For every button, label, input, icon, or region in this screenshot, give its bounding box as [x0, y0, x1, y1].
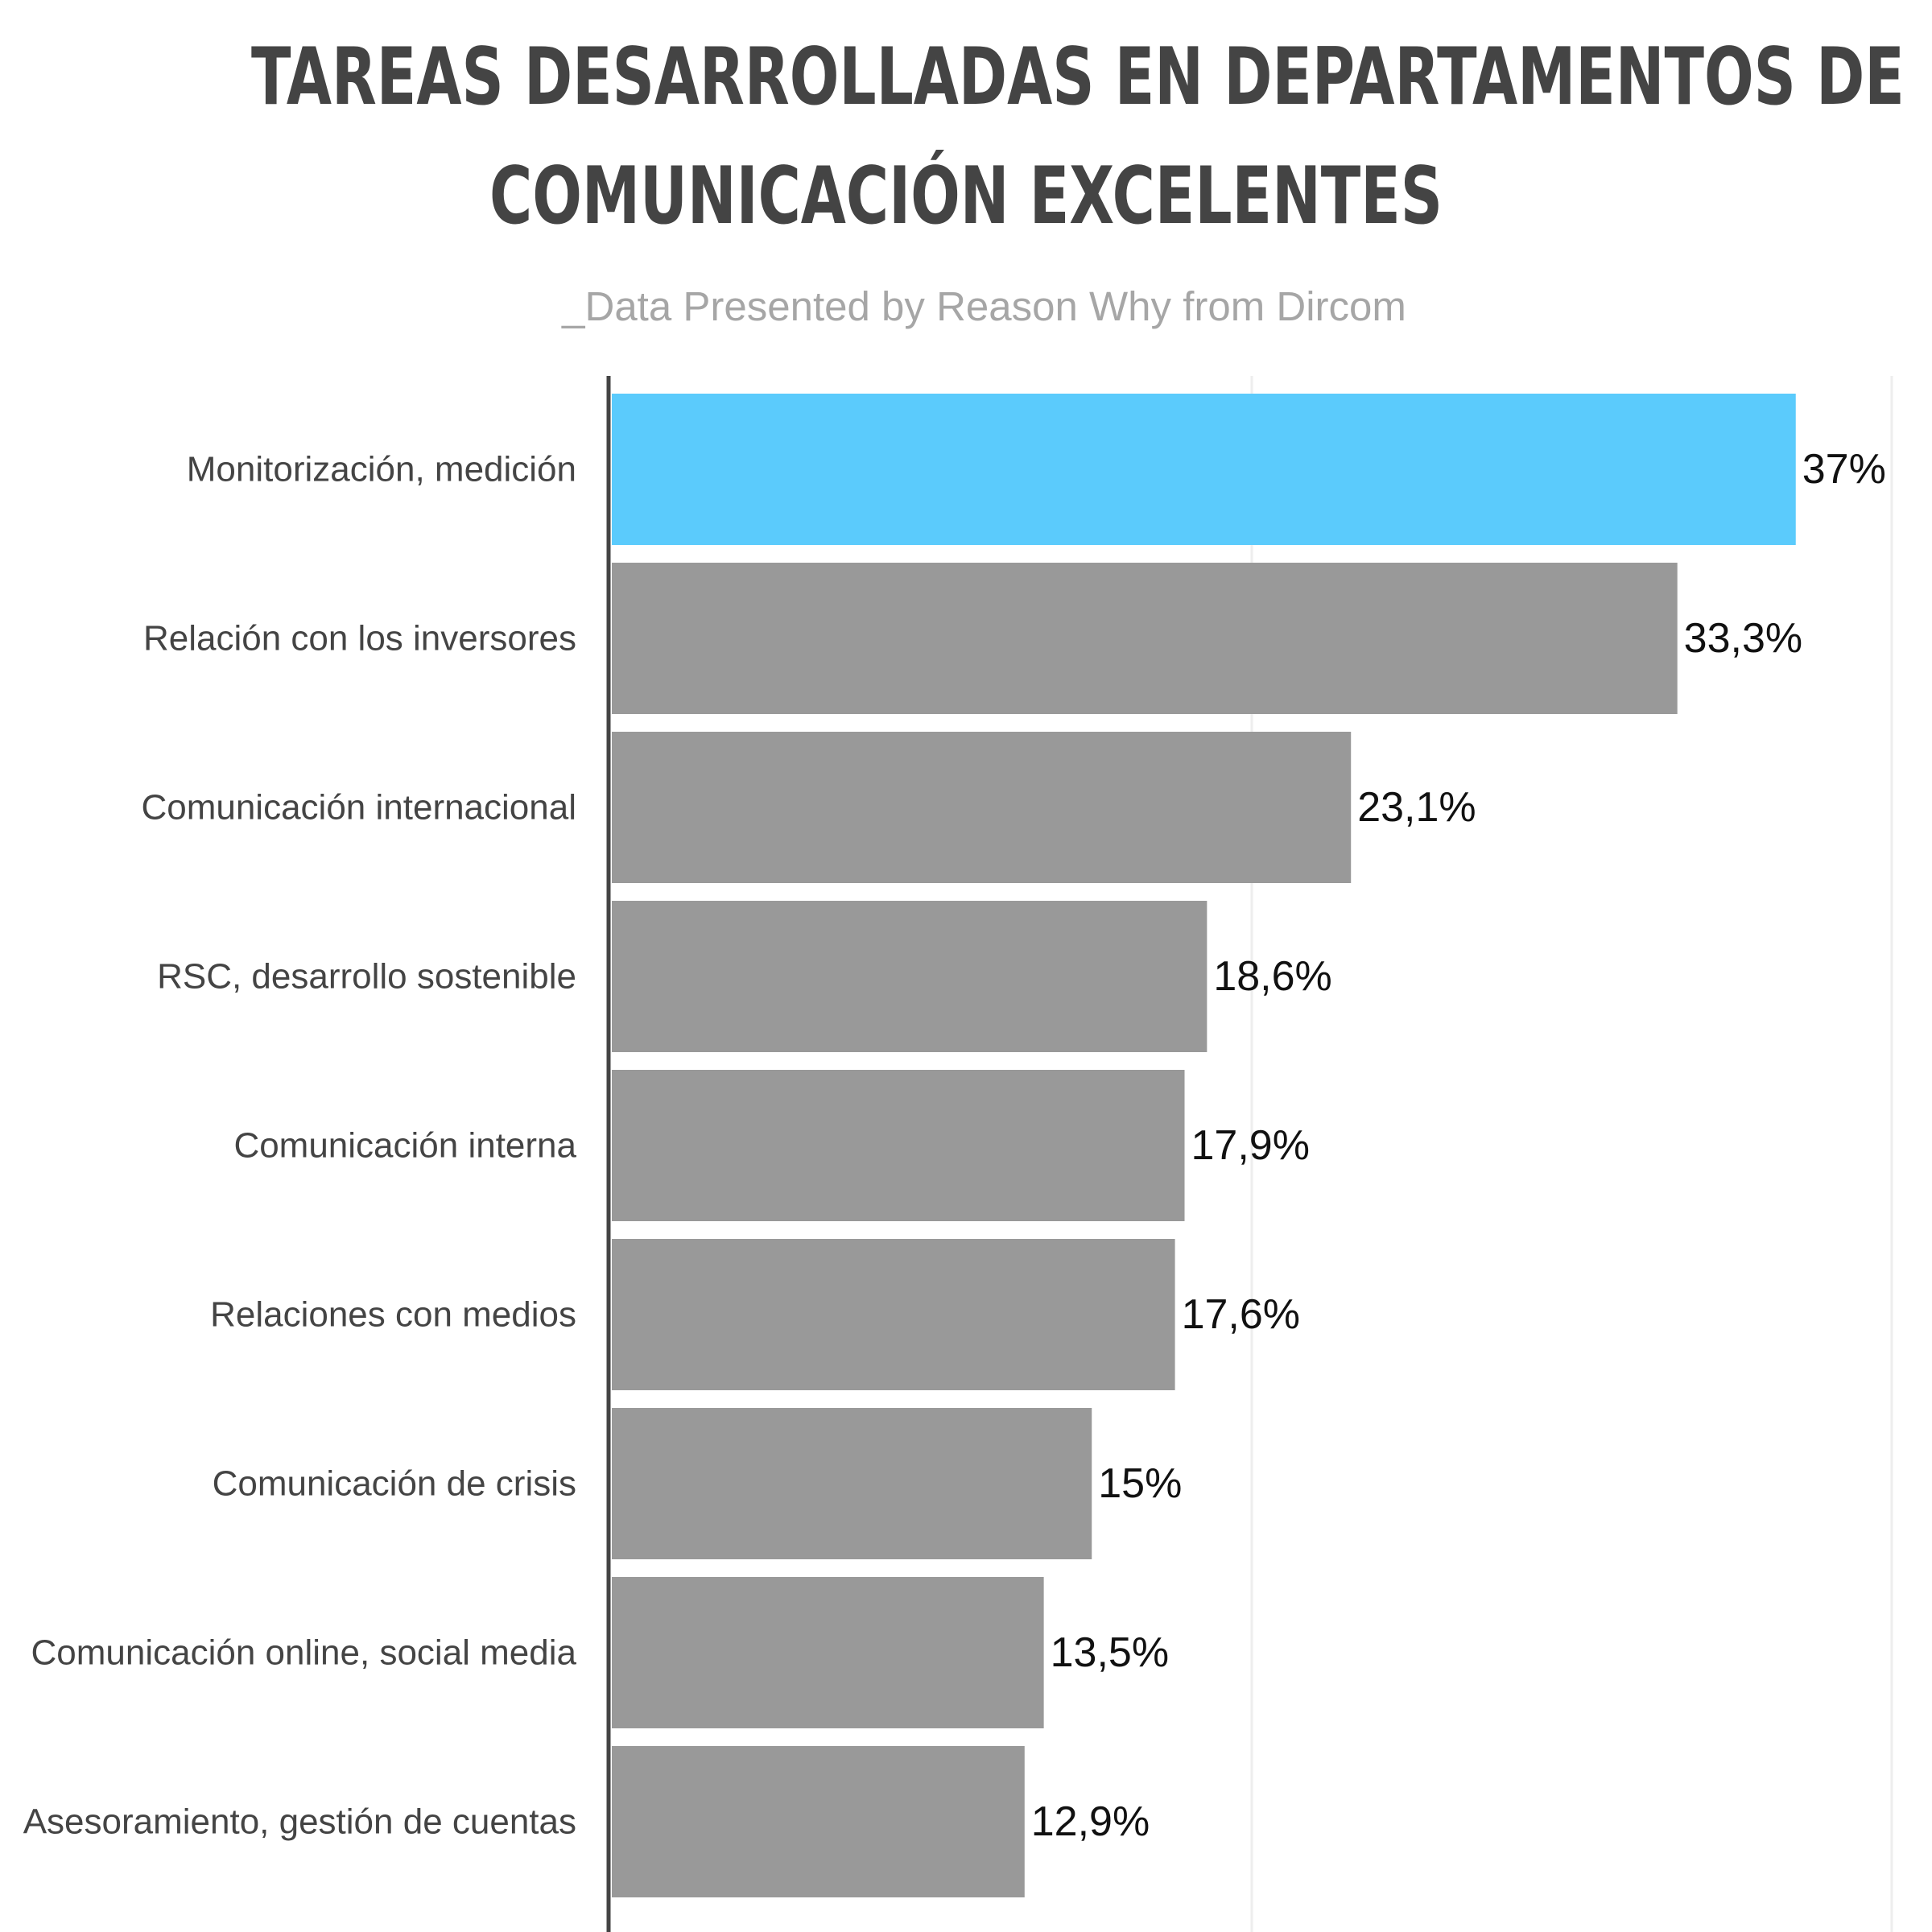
bar: [612, 563, 1678, 714]
bar-value-label: 15%: [1098, 1460, 1182, 1507]
bar-value-label: 18,6%: [1213, 953, 1331, 1000]
bar-value-label: 23,1%: [1357, 784, 1476, 831]
bar: [612, 732, 1352, 883]
category-label: Asesoramiento, gestión de cuentas: [23, 1802, 576, 1842]
bar: [612, 1070, 1185, 1221]
bar-value-label: 33,3%: [1684, 615, 1802, 662]
bar: [612, 1746, 1025, 1897]
bar: [612, 901, 1208, 1052]
bar-value-label: 17,6%: [1182, 1291, 1300, 1338]
category-label: Comunicación online, social media: [31, 1633, 577, 1673]
chart-title-line-1: TAREAS DESARROLLADAS EN DEPARTAMENTOS DE: [251, 31, 1905, 123]
bar: [612, 1577, 1044, 1728]
chart-title-line-2: COMUNICACIÓN EXCELENTES: [489, 151, 1443, 242]
bar: [612, 1408, 1092, 1559]
chart-subtitle: _Data Presented by Reason Why from Dirco…: [562, 283, 1406, 329]
bar-value-label: 13,5%: [1051, 1629, 1169, 1676]
bar: [612, 1239, 1175, 1390]
category-label: Comunicación internacional: [141, 788, 576, 828]
category-label: Relación con los inversores: [143, 619, 576, 658]
chart-title: TAREAS DESARROLLADAS EN DEPARTAMENTOS DE…: [251, 18, 1905, 256]
category-label: Monitorización, medición: [187, 450, 576, 489]
bar: [612, 394, 1796, 545]
category-label: Comunicación interna: [233, 1126, 576, 1166]
category-label: RSC, desarrollo sostenible: [157, 957, 576, 997]
bar-value-label: 12,9%: [1031, 1798, 1150, 1845]
category-label: Relaciones con medios: [210, 1295, 576, 1335]
category-label: Comunicación de crisis: [213, 1464, 576, 1504]
bar-value-label: 37%: [1802, 446, 1886, 493]
bar-value-label: 17,9%: [1191, 1122, 1310, 1169]
